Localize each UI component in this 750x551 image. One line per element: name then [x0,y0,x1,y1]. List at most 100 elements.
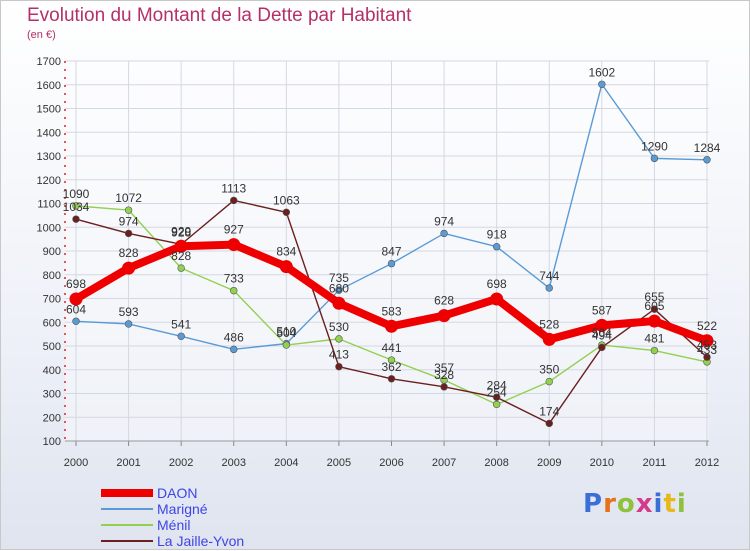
x-tick-label: 2007 [432,457,456,469]
legend-label: DAON [157,485,198,501]
data-label-daon: 920 [171,224,191,238]
point-la-jaille-yvon [650,305,659,313]
point-la-jaille-yvon [492,393,501,401]
data-label-la-jaille-yvon: 928 [171,225,191,239]
data-label-m-nil: 357 [434,361,454,375]
legend-swatch [101,508,153,510]
point-m-nil [335,335,343,343]
data-label-daon: 587 [592,303,612,317]
point-marign- [124,320,133,328]
data-label-m-nil: 828 [171,249,191,263]
data-label-m-nil: 530 [329,320,349,334]
point-la-jaille-yvon [72,215,80,223]
data-label-m-nil: 504 [276,326,296,340]
point-marign- [598,80,606,88]
data-label-m-nil: 1072 [115,191,142,205]
point-marign- [177,332,185,340]
point-daon [332,296,346,310]
data-label-daon: 605 [644,299,664,313]
x-tick-label: 2001 [116,457,140,469]
point-marign- [230,345,238,354]
y-tick-label: 1700 [37,56,61,68]
series [69,80,714,428]
data-label-marign-: 1284 [694,141,721,155]
point-daon [595,318,609,332]
legend-label: Marigné [157,501,208,517]
data-label-marign-: 510 [276,325,296,339]
data-label-la-jaille-yvon: 453 [697,338,717,352]
x-tick-label: 2011 [643,457,667,469]
data-label-la-jaille-yvon: 974 [119,214,139,228]
data-label-daon: 698 [66,277,86,291]
y-tick-label: 1300 [37,151,61,163]
data-label-daon: 628 [434,294,454,308]
x-tick-label: 2005 [327,457,351,469]
data-label-marign-: 735 [329,271,349,285]
point-la-jaille-yvon [335,362,343,371]
data-label-la-jaille-yvon: 1063 [273,193,300,207]
data-label-marign-: 847 [381,245,401,259]
logo-letter: x [635,489,654,519]
y-tick-label: 500 [43,341,61,353]
point-marign- [650,154,659,163]
axes: 1002003004005006007008009001000110012001… [37,56,720,469]
point-daon [385,319,398,333]
y-tick-label: 800 [43,270,61,282]
point-la-jaille-yvon [230,196,238,205]
logo-letter: i [676,489,687,519]
x-tick-label: 2002 [169,457,193,469]
data-label-marign-: 604 [66,302,86,316]
data-label-m-nil: 733 [224,272,244,286]
logo-letter: t [663,489,677,519]
data-label-marign-: 486 [224,330,244,344]
data-label-m-nil: 1090 [63,187,90,201]
x-tick-label: 2000 [64,457,88,469]
point-daon [227,238,241,252]
data-label-daon: 528 [539,317,559,331]
data-label-marign-: 744 [539,269,559,283]
point-daon [69,292,83,306]
chart-subtitle: (en €) [27,29,56,41]
data-label-m-nil: 481 [644,332,664,346]
point-marign- [492,243,501,251]
legend-label: Ménil [157,517,191,533]
data-label-marign-: 918 [487,228,507,242]
point-la-jaille-yvon [124,229,133,238]
data-label-la-jaille-yvon: 174 [539,404,559,418]
y-tick-label: 1100 [37,199,61,211]
chart-title: Evolution du Montant de la Dette par Hab… [27,5,412,26]
data-label-la-jaille-yvon: 284 [487,378,507,392]
data-label-m-nil: 433 [697,343,717,357]
point-daon [174,239,188,253]
x-tick-label: 2004 [274,457,298,469]
logo-letter: r [603,489,617,519]
point-m-nil [72,202,80,210]
data-label-la-jaille-yvon: 328 [434,368,454,382]
point-marign- [703,156,711,164]
point-la-jaille-yvon [545,419,553,428]
y-tick-label: 100 [43,436,61,448]
point-m-nil [124,206,133,214]
point-m-nil [230,286,238,295]
data-label-marign-: 541 [171,317,191,331]
data-label-m-nil: 254 [487,385,507,399]
y-tick-label: 400 [43,365,61,377]
data-label-marign-: 593 [119,305,139,319]
data-label-m-nil: 350 [539,363,559,377]
point-la-jaille-yvon [282,208,291,216]
logo-letter: o [616,489,636,519]
data-label-marign-: 1602 [588,65,615,79]
point-m-nil [492,400,501,409]
legend-swatch [101,540,153,542]
y-tick-label: 1500 [37,104,61,116]
data-label-marign-: 974 [434,214,454,228]
data-label-daon: 927 [224,223,244,237]
y-tick-label: 1200 [37,175,61,187]
data-label-daon: 698 [487,277,507,291]
legend-swatch [101,524,153,526]
data-label-daon: 583 [381,304,401,318]
point-daon [647,314,661,328]
point-marign- [335,286,343,294]
proxiti-logo: Proxiti [583,489,687,519]
logo-letter: i [653,489,664,519]
